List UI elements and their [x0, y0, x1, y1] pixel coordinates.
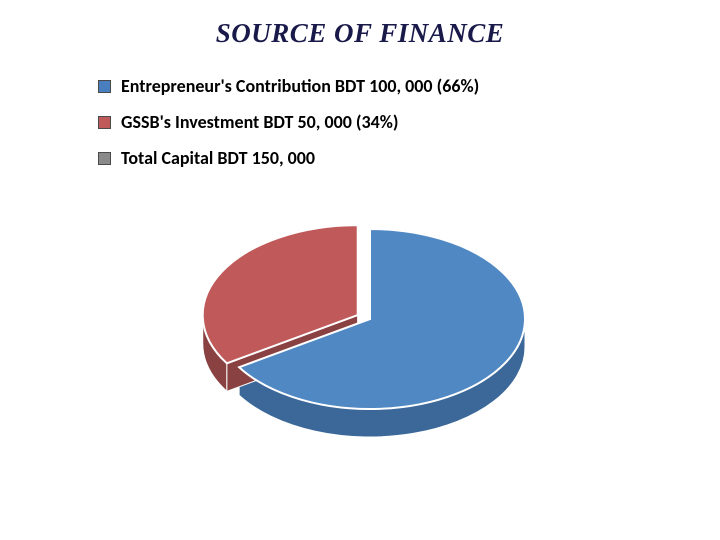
legend-marker-icon	[98, 116, 111, 129]
legend-label: Entrepreneur's Contribution BDT 100, 000…	[121, 75, 479, 97]
legend-item-total: Total Capital BDT 150, 000	[98, 147, 680, 169]
legend-label: Total Capital BDT 150, 000	[121, 147, 315, 169]
chart-title: SOURCE OF FINANCE	[40, 18, 680, 49]
pie-chart-svg	[140, 189, 580, 469]
legend-item-gssb: GSSB's Investment BDT 50, 000 (34%)	[98, 111, 680, 133]
chart-container: SOURCE OF FINANCE Entrepreneur's Contrib…	[0, 0, 720, 540]
legend-item-entrepreneur: Entrepreneur's Contribution BDT 100, 000…	[98, 75, 680, 97]
legend-marker-icon	[98, 152, 111, 165]
legend: Entrepreneur's Contribution BDT 100, 000…	[98, 75, 680, 169]
legend-marker-icon	[98, 80, 111, 93]
legend-label: GSSB's Investment BDT 50, 000 (34%)	[121, 111, 399, 133]
pie-chart	[40, 189, 680, 469]
